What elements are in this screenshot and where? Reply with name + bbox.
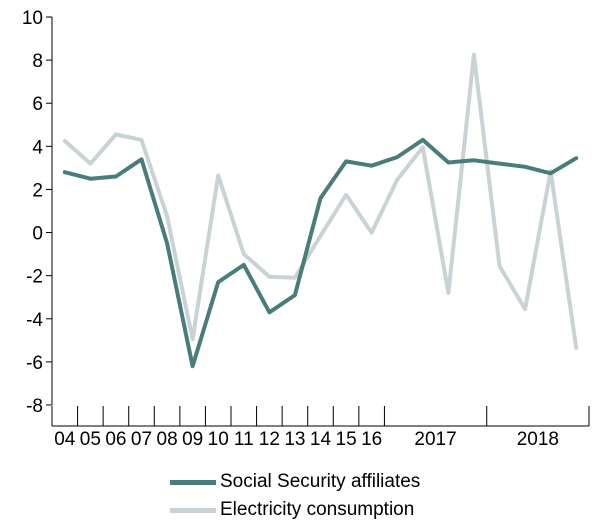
y-tick-label: 8 [32,51,43,72]
legend: Social Security affiliates Electricity c… [170,468,550,524]
y-tick-label: 0 [32,224,43,245]
x-tick-label: 04 [54,429,76,450]
x-tick-label: 13 [284,429,305,450]
y-tick-label: 2 [32,180,43,201]
legend-label-0: Social Security affiliates [220,471,421,492]
series-lines [62,52,579,369]
x-tick-label: 14 [310,429,332,450]
y-axis: 10 8 6 4 2 0 -2 -4 -6 -8 [22,8,53,417]
y-tick-label: 10 [22,8,43,29]
x-axis: 04 05 06 07 08 09 10 11 12 13 14 15 16 2017 2018 [51,406,590,450]
legend-label-1: Electricity consumption [220,499,415,520]
y-tick-label: -8 [26,396,43,417]
x-tick-label: 05 [80,429,101,450]
y-tick-label: -6 [26,353,43,374]
x-tick-label: 08 [157,429,178,450]
x-tick-label: 06 [105,429,126,450]
y-tick-label: -2 [26,267,43,288]
x-tick-label: 12 [259,429,280,450]
x-tick-label: 09 [182,429,203,450]
y-tick-label: -4 [26,310,43,331]
legend-item-1: Electricity consumption [170,496,550,524]
legend-item-0: Social Security affiliates [170,468,550,496]
x-tick-label: 2018 [517,429,559,450]
x-tick-label: 16 [361,429,382,450]
x-tick-label: 07 [131,429,152,450]
x-tick-label: 15 [336,429,357,450]
x-tick-label: 10 [208,429,229,450]
x-tick-label: 2017 [414,429,456,450]
x-tick-label: 11 [234,429,254,450]
legend-swatch-1 [170,508,216,513]
y-tick-label: 4 [32,137,43,158]
legend-swatch-0 [170,480,216,485]
series-line-0 [62,137,579,369]
series-line-1 [62,52,579,350]
y-tick-label: 6 [32,94,43,115]
